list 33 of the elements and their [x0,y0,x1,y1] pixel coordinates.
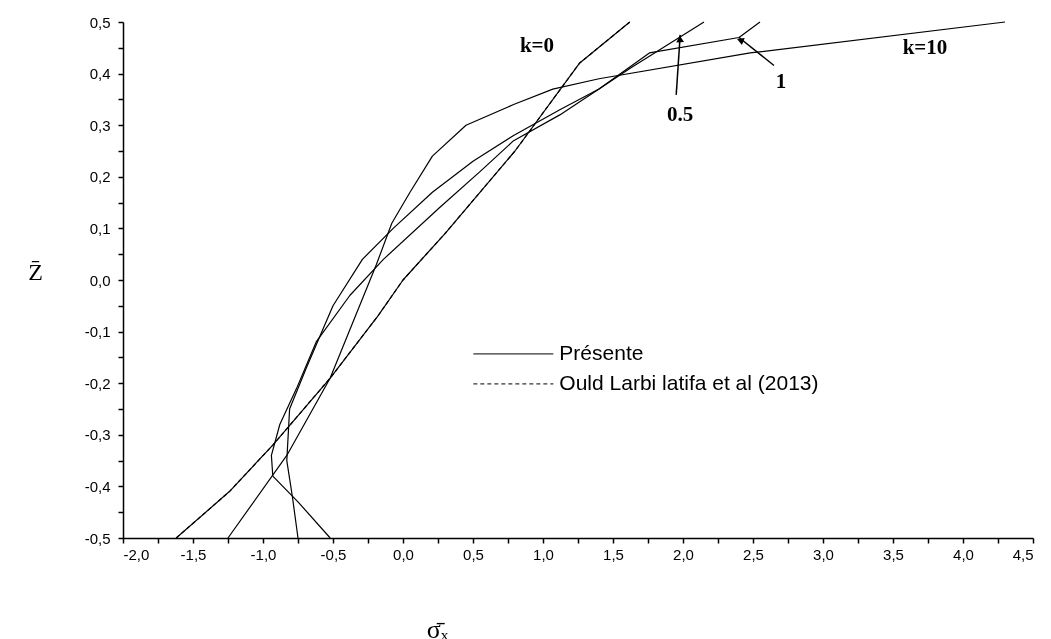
legend-label: Présente [559,340,644,364]
annotation: 0.5 [667,101,694,126]
y-axis-title: Z̄ [28,258,43,285]
y-tick-label: 0,0 [89,271,111,289]
y-tick-label: -0,2 [84,374,111,392]
annotation: 1 [775,69,787,94]
x-tick-label: 1,5 [603,545,624,563]
x-tick-label: 1,0 [533,545,554,563]
y-tick-label: 0,2 [89,168,111,186]
x-tick-label: 2,0 [673,545,694,563]
x-tick-label: -2,0 [123,545,150,563]
x-tick-label: 4,0 [953,545,974,563]
x-tick-label: 0,5 [463,545,484,563]
x-tick-label: 3,5 [883,545,904,563]
y-tick-label: -0,4 [84,477,111,495]
y-tick-label: 0,5 [89,13,111,31]
x-tick-label: 3,0 [813,545,834,563]
x-tick-label: 0,0 [393,545,414,563]
legend-label: Ould Larbi latifa et al (2013) [559,370,819,394]
y-tick-label: -0,3 [84,426,111,444]
y-tick-label: 0,1 [89,219,111,237]
x-tick-label: 2,5 [743,545,764,563]
x-axis-title: σ̄ₓ [426,614,449,639]
y-tick-label: 0,3 [89,116,111,134]
y-tick-label: 0,4 [89,65,111,83]
x-tick-label: -0,5 [320,545,347,563]
x-tick-label: 4,5 [1012,545,1034,563]
annotation: k=10 [902,35,948,59]
annotation: k=0 [519,33,555,57]
y-tick-label: -0,1 [84,323,111,341]
x-tick-label: -1,0 [250,545,277,563]
x-tick-label: -1,5 [180,545,207,563]
y-tick-label: -0,5 [84,529,111,547]
